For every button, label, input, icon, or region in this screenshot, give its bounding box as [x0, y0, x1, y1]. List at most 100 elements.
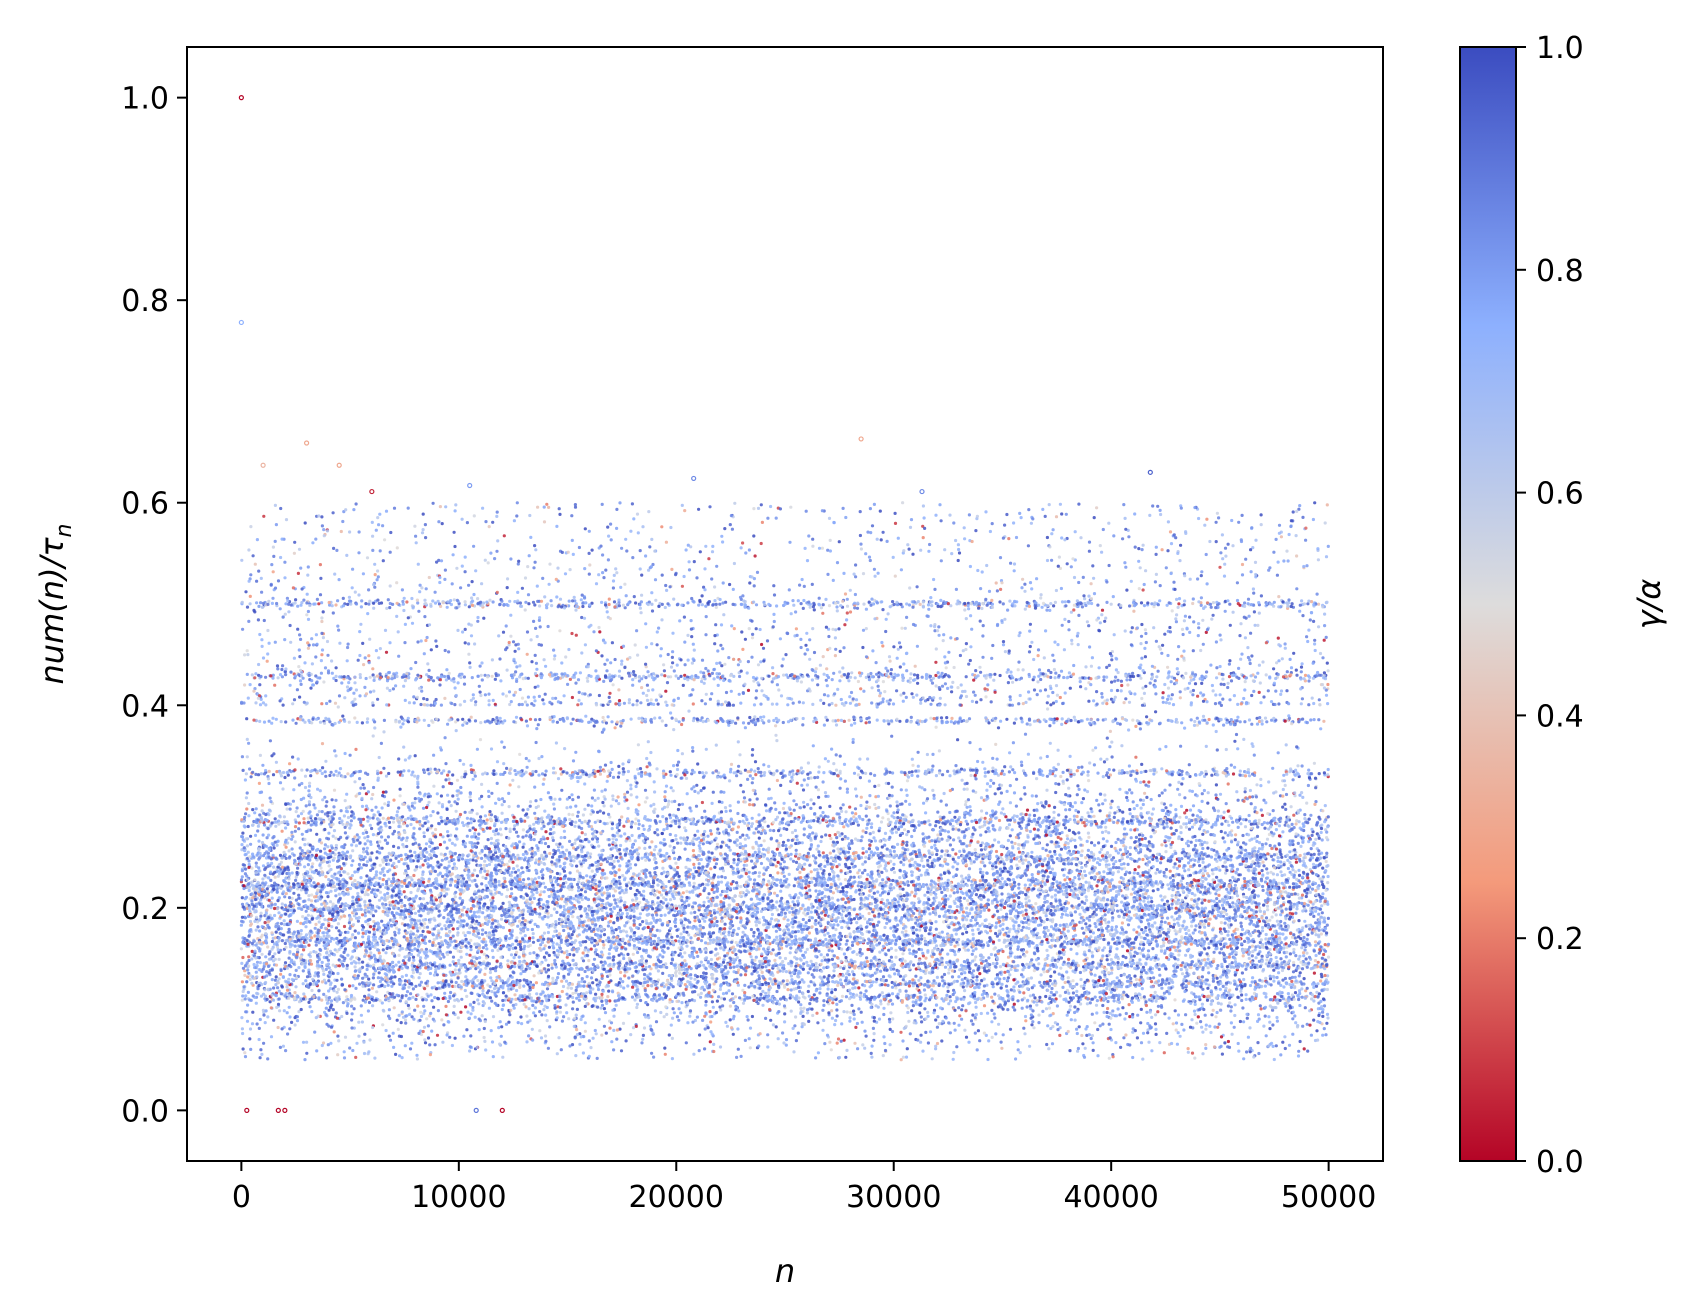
scatter-point: [290, 830, 294, 835]
scatter-point: [805, 559, 810, 563]
scatter-point: [1200, 901, 1204, 905]
scatter-point: [775, 778, 780, 783]
scatter-point: [450, 782, 454, 786]
scatter-point: [308, 843, 312, 847]
scatter-point: [923, 854, 927, 858]
scatter-point: [377, 898, 382, 902]
scatter-point: [967, 1040, 971, 1044]
scatter-point: [289, 670, 293, 674]
scatter-point: [1110, 878, 1114, 882]
scatter-point: [515, 514, 519, 518]
scatter-point: [1034, 902, 1038, 906]
scatter-point: [870, 918, 874, 922]
scatter-point: [960, 874, 964, 878]
scatter-point: [482, 1026, 486, 1031]
scatter-point: [697, 873, 701, 878]
scatter-point: [244, 796, 248, 800]
scatter-point: [533, 544, 537, 548]
scatter-point: [489, 976, 493, 980]
scatter-point: [281, 787, 285, 791]
scatter-point: [1287, 598, 1291, 602]
scatter-point: [586, 803, 590, 807]
scatter-point: [863, 917, 867, 921]
scatter-point: [384, 774, 389, 778]
scatter-point: [1179, 967, 1183, 972]
scatter-point: [426, 1036, 431, 1040]
scatter-point: [915, 644, 920, 648]
scatter-point: [555, 1010, 559, 1014]
scatter-point: [480, 882, 484, 886]
scatter-point: [1271, 809, 1275, 813]
scatter-point: [491, 600, 495, 604]
scatter-point: [611, 958, 615, 962]
scatter-point: [346, 815, 351, 820]
scatter-point: [798, 583, 802, 587]
scatter-point: [343, 956, 347, 961]
scatter-point: [250, 949, 254, 954]
scatter-point: [1001, 643, 1006, 647]
scatter-point: [960, 778, 964, 782]
scatter-point: [905, 1047, 909, 1051]
scatter-point: [537, 773, 541, 777]
scatter-point: [257, 781, 261, 786]
scatter-point: [1021, 861, 1025, 865]
scatter-point: [876, 794, 881, 798]
scatter-point: [480, 782, 484, 787]
scatter-point: [1216, 1025, 1220, 1029]
scatter-point: [1045, 754, 1049, 759]
scatter-point: [497, 879, 501, 884]
scatter-point: [263, 1021, 267, 1025]
scatter-point: [908, 893, 912, 897]
scatter-point: [624, 1039, 628, 1043]
scatter-point: [732, 561, 737, 566]
scatter-point: [1111, 1009, 1115, 1013]
scatter-point: [536, 848, 540, 853]
scatter-point: [654, 845, 658, 849]
scatter-point: [982, 1004, 987, 1008]
scatter-point: [1296, 764, 1300, 768]
scatter-point: [669, 525, 673, 530]
scatter-point: [848, 935, 853, 939]
scatter-point: [677, 803, 681, 807]
scatter-point: [418, 590, 422, 594]
scatter-point: [766, 516, 770, 520]
scatter-point: [469, 1012, 473, 1016]
scatter-point: [1314, 921, 1318, 925]
scatter-point: [1268, 1027, 1272, 1031]
scatter-point: [299, 566, 303, 570]
scatter-point: [1258, 716, 1262, 720]
scatter-point: [908, 525, 913, 530]
scatter-point: [595, 840, 600, 844]
scatter-point: [1215, 676, 1219, 680]
scatter-point: [763, 771, 767, 775]
scatter-point: [656, 969, 661, 973]
scatter-point: [1187, 763, 1191, 767]
scatter-point: [1228, 963, 1232, 967]
scatter-point: [961, 1004, 965, 1008]
scatter-point: [994, 865, 998, 869]
scatter-point: [394, 963, 398, 967]
scatter-point: [1115, 657, 1119, 661]
scatter-point: [1251, 795, 1255, 799]
scatter-point: [1062, 648, 1066, 652]
scatter-point: [345, 792, 349, 796]
scatter-point: [382, 718, 386, 723]
scatter-point: [1081, 575, 1085, 580]
scatter-point: [576, 703, 580, 707]
scatter-point: [848, 870, 852, 874]
scatter-point: [353, 780, 357, 784]
scatter-point: [748, 952, 752, 956]
scatter-point: [1117, 866, 1121, 870]
scatter-point: [1221, 836, 1225, 840]
scatter-point: [252, 962, 256, 967]
scatter-point: [1128, 871, 1132, 875]
scatter-point: [976, 927, 980, 932]
scatter-point: [1323, 804, 1327, 808]
scatter-point: [863, 1046, 867, 1050]
scatter-point: [505, 668, 509, 672]
scatter-point: [788, 951, 792, 955]
scatter-point: [635, 1002, 640, 1006]
scatter-point: [824, 937, 828, 942]
scatter-point: [1324, 693, 1329, 697]
scatter-point: [358, 694, 362, 698]
